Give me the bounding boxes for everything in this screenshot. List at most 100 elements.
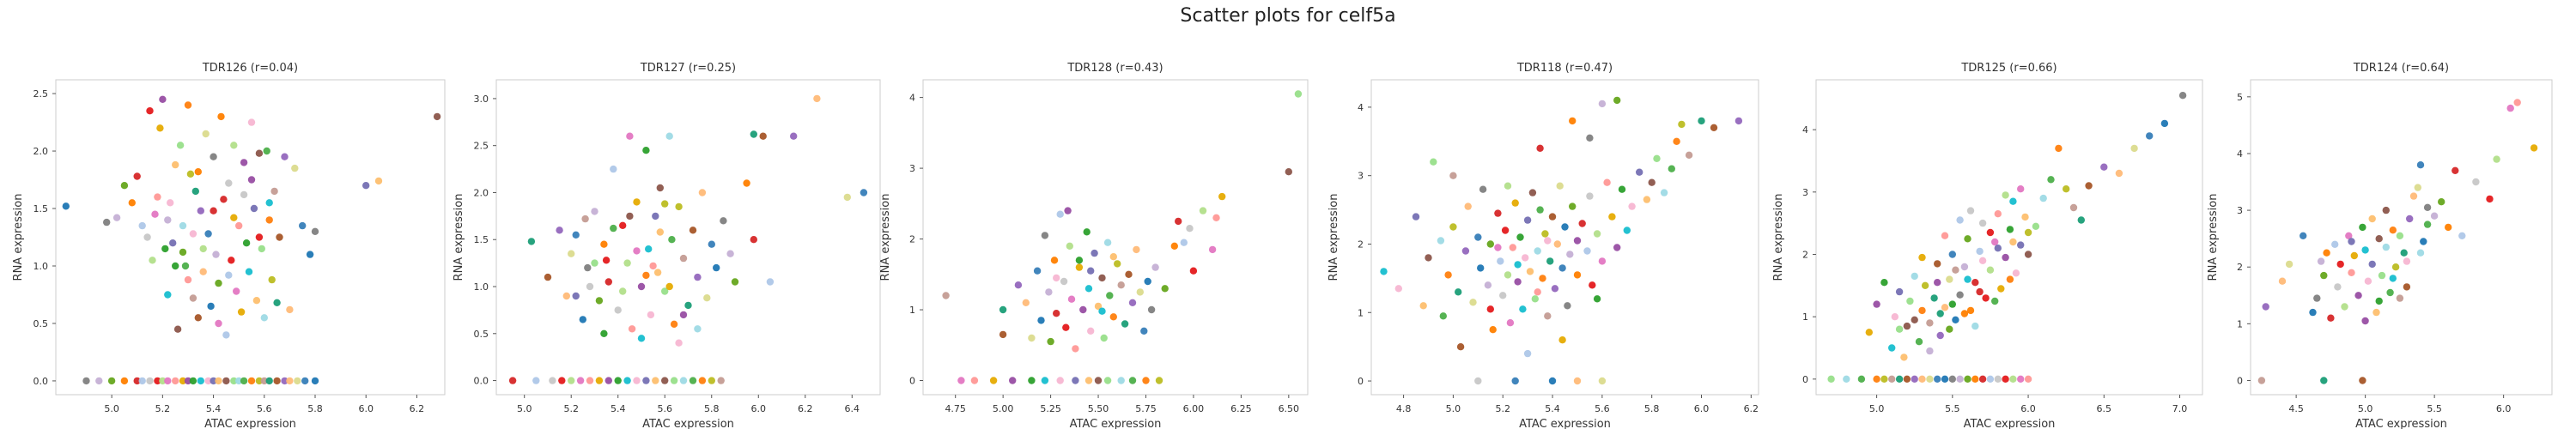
scatter-point <box>610 224 617 233</box>
scatter-point <box>1041 377 1049 384</box>
scatter-point <box>1735 117 1743 125</box>
scatter-point <box>2327 314 2335 322</box>
y-tick-label: 2 <box>2237 262 2243 273</box>
scatter-point <box>2368 214 2376 223</box>
scatter-point <box>549 377 556 384</box>
scatter-point <box>1994 245 2002 252</box>
scatter-point <box>1047 337 1054 346</box>
scatter-point <box>720 217 727 225</box>
scatter-point <box>1128 299 1137 306</box>
scatter-point <box>572 292 580 300</box>
scatter-point <box>633 198 641 206</box>
scatter-point <box>532 377 540 384</box>
scatter-point <box>1009 377 1017 384</box>
scatter-point <box>1514 261 1522 269</box>
scatter-point <box>204 377 212 385</box>
scatter-point <box>1573 237 1582 245</box>
scatter-point <box>2375 297 2383 305</box>
y-axis-label: RNA expression <box>453 194 465 281</box>
scatter-point <box>653 269 662 276</box>
scatter-point <box>568 377 575 384</box>
scatter-point <box>2032 222 2040 230</box>
scatter-point <box>605 377 612 384</box>
scatter-point <box>2372 308 2380 317</box>
scatter-point <box>1986 266 1995 274</box>
y-tick-label: 0 <box>1802 374 1808 385</box>
scatter-point <box>619 221 627 229</box>
scatter-point <box>2320 377 2328 384</box>
scatter-point <box>1698 117 1705 125</box>
scatter-point <box>1544 237 1552 245</box>
scatter-point <box>1921 281 1929 289</box>
scatter-point <box>240 190 248 199</box>
scatter-point <box>1643 196 1651 203</box>
scatter-point <box>2021 213 2029 221</box>
x-tick-label: 4.75 <box>945 403 966 414</box>
scatter-point <box>1053 310 1060 317</box>
x-axis-label: ATAC expression <box>204 418 296 429</box>
scatter-point <box>2017 241 2025 249</box>
y-tick-label: 0 <box>909 376 915 387</box>
y-tick-label: 1.5 <box>474 234 489 245</box>
scatter-point <box>2420 238 2427 245</box>
scatter-point <box>184 275 192 284</box>
scatter-point <box>1558 336 1566 344</box>
scatter-point <box>210 153 217 160</box>
scatter-point <box>222 377 230 385</box>
scatter-point <box>1678 120 1686 129</box>
scatter-point <box>1941 232 1949 239</box>
x-tick-label: 5.0 <box>517 403 532 414</box>
scatter-point <box>294 377 301 385</box>
scatter-point <box>1548 377 1557 385</box>
scatter-point <box>1918 306 1926 315</box>
scatter-point <box>1880 279 1888 287</box>
scatter-point <box>1573 377 1582 385</box>
scatter-point <box>197 377 204 385</box>
y-tick-label: 2.5 <box>474 141 489 152</box>
scatter-point <box>1583 247 1591 255</box>
scatter-point <box>647 311 655 319</box>
scatter-point <box>1516 233 1524 241</box>
scatter-point <box>1109 313 1118 321</box>
x-tick-label: 5.6 <box>657 403 672 414</box>
scatter-point <box>1956 375 1964 383</box>
scatter-point <box>291 164 299 172</box>
scatter-point <box>1948 300 1956 308</box>
scatter-point <box>1494 244 1502 251</box>
scatter-point <box>1528 189 1537 196</box>
scatter-point <box>2493 155 2500 163</box>
scatter-point <box>1087 267 1095 275</box>
scatter-point <box>1103 377 1112 384</box>
scatter-point <box>584 263 592 272</box>
scatter-point <box>1994 210 2002 218</box>
scatter-point <box>2085 182 2093 190</box>
y-tick-label: 3.0 <box>474 94 489 105</box>
scatter-point <box>265 216 273 224</box>
scatter-point <box>637 282 646 291</box>
scatter-point <box>273 377 281 385</box>
scatter-point <box>586 377 594 384</box>
scatter-point <box>1952 316 1959 323</box>
scatter-point <box>1598 100 1607 108</box>
scatter-point <box>1062 323 1070 331</box>
scatter-point <box>237 308 246 316</box>
scatter-point <box>1991 297 1999 305</box>
scatter-point <box>1636 168 1643 176</box>
scatter-point <box>210 207 217 214</box>
scatter-point <box>2382 243 2390 251</box>
y-tick-label: 0.0 <box>33 376 49 387</box>
scatter-point <box>1618 185 1626 193</box>
scatter-point <box>813 94 821 103</box>
scatter-point <box>362 182 370 190</box>
scatter-point <box>1075 257 1084 264</box>
scatter-point <box>2438 198 2445 206</box>
scatter-point <box>202 130 210 138</box>
scatter-point <box>245 268 253 275</box>
scatter-point <box>1509 244 1517 251</box>
scatter-point <box>2472 178 2480 186</box>
scatter-point <box>670 377 678 384</box>
scatter-point <box>1948 251 1956 258</box>
scatter-point <box>1930 294 1938 302</box>
scatter-point <box>661 287 669 295</box>
scatter-point <box>1449 172 1457 179</box>
